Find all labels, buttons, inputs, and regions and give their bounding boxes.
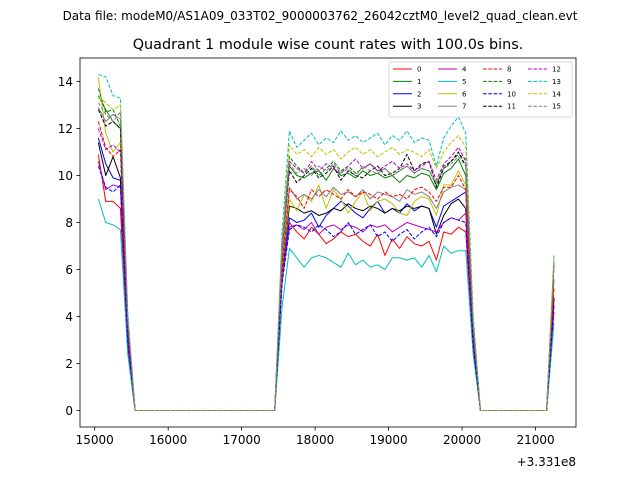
x-tick-label: 19000 <box>370 433 408 447</box>
series-line-13 <box>98 73 555 412</box>
legend-label-11: 11 <box>507 103 516 111</box>
series-line-2 <box>97 137 555 412</box>
series-line-4 <box>97 161 555 412</box>
series-line-1 <box>97 95 555 412</box>
legend-label-8: 8 <box>507 66 511 74</box>
x-tick-label: 20000 <box>443 433 481 447</box>
x-offset-label: +3.331e8 <box>517 455 576 469</box>
y-tick-label: 4 <box>65 310 73 324</box>
legend-label-9: 9 <box>507 78 511 86</box>
series-line-7 <box>97 107 555 412</box>
series-line-10 <box>97 165 555 412</box>
chart-title: Quadrant 1 module wise count rates with … <box>133 37 524 53</box>
y-tick-label: 2 <box>65 357 73 371</box>
y-tick-label: 14 <box>58 75 73 89</box>
series-line-14 <box>98 97 555 412</box>
series-line-8 <box>97 121 555 412</box>
legend-label-0: 0 <box>417 66 421 74</box>
x-tick-label: 17000 <box>223 433 261 447</box>
axes-frame <box>79 57 577 428</box>
x-tick-label: 15000 <box>76 433 114 447</box>
legend-label-1: 1 <box>417 78 421 86</box>
series-line-0 <box>97 154 555 412</box>
y-tick-label: 0 <box>65 404 73 418</box>
series-line-5 <box>97 198 555 412</box>
series-line-9 <box>97 88 555 412</box>
legend-box <box>388 61 573 118</box>
x-tick-label: 18000 <box>296 433 334 447</box>
series-line-3 <box>97 142 555 412</box>
figure-suptitle: Data file: modeM0/AS1A09_033T02_90000037… <box>63 9 578 23</box>
y-tick-label: 10 <box>58 169 73 183</box>
legend-label-13: 13 <box>552 78 561 86</box>
y-tick-label: 12 <box>58 122 73 136</box>
y-tick-label: 8 <box>65 216 73 230</box>
y-tick-label: 6 <box>65 263 73 277</box>
legend-label-14: 14 <box>552 90 561 98</box>
legend-label-15: 15 <box>552 103 561 111</box>
legend-label-7: 7 <box>462 103 466 111</box>
x-tick-label: 16000 <box>149 433 187 447</box>
legend-label-3: 3 <box>417 103 421 111</box>
x-tick-label: 21000 <box>516 433 554 447</box>
series-line-15 <box>97 102 555 412</box>
legend-label-6: 6 <box>462 90 467 98</box>
legend-label-2: 2 <box>417 90 421 98</box>
series-line-12 <box>97 128 555 412</box>
plot-area: 15000 16000 17000 18000 19000 20000 21000+3.33… <box>58 57 577 469</box>
legend-label-10: 10 <box>507 90 516 98</box>
legend-label-5: 5 <box>462 78 466 86</box>
legend-label-12: 12 <box>552 66 561 74</box>
legend-label-4: 4 <box>462 66 467 74</box>
